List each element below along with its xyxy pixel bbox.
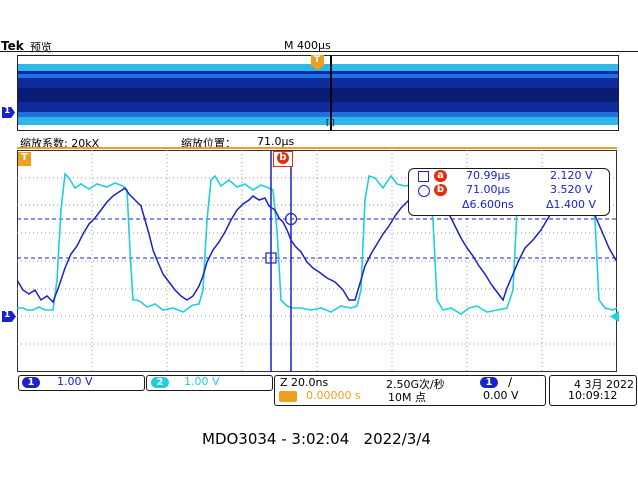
cursor-b-time: 71.00µs: [466, 183, 511, 196]
cursor-a-volt: 2.120 V: [550, 169, 593, 182]
ch2-status[interactable]: [146, 375, 273, 391]
ch1-waveform: [17, 186, 617, 304]
cursor-a-square: [265, 252, 277, 264]
trigger-offset: 0.00000 s: [306, 389, 361, 402]
ch2-scale: 1.00 V: [184, 375, 220, 388]
ch1-right-arrow: [610, 311, 619, 322]
top-divider: [0, 51, 638, 52]
date-display: 4 3月 2022: [574, 378, 634, 391]
trigger-level: 0.00 V: [483, 389, 519, 402]
ch1-scale: 1.00 V: [57, 375, 93, 388]
zoom-timebase: Z 20.0ns: [280, 376, 329, 389]
cursor-a-square-icon: [418, 171, 429, 182]
datetime-status: [549, 375, 637, 406]
sample-rate: 2.50G次/秒: [386, 378, 445, 391]
overview-window-line: [330, 56, 332, 130]
cursor-b-circle: [284, 212, 298, 226]
cursor-delta-volt: Δ1.400 V: [546, 198, 597, 211]
zoom-position-label: 缩放位置：: [181, 137, 236, 150]
cursor-b-marker-badge: b: [277, 152, 289, 164]
cursor-a-time: 70.99µs: [466, 169, 511, 182]
horizontal-status[interactable]: [274, 375, 546, 406]
overview-ch1-marker[interactable]: [2, 107, 15, 118]
timebase-label: M 400µs: [284, 39, 331, 52]
time-display: 10:09:12: [568, 389, 618, 402]
cursor-delta-time: Δ6.600ns: [462, 198, 514, 211]
ch1-status[interactable]: [18, 375, 145, 391]
cursor-a-badge: a: [434, 170, 447, 182]
zoom-position-value: 71.0µs: [257, 135, 295, 148]
screenshot-caption: MDO3034 - 3:02:04 2022/3/4: [202, 430, 431, 448]
overview-waveform-band: [18, 64, 618, 125]
ch2-status-badge: 2: [151, 377, 169, 388]
ch1-status-badge: 1: [22, 377, 40, 388]
trigger-source-badge: 1: [480, 377, 498, 388]
trigger-slope-icon: ∕: [508, 375, 513, 389]
trigger-marker-label: T: [21, 152, 28, 163]
ch1-ground-label: 1: [4, 310, 11, 320]
trigger-marker[interactable]: [18, 152, 31, 166]
cursor-b-circle-icon: [418, 185, 430, 197]
record-length: 10M 点: [388, 391, 426, 404]
mode-label: 预览: [30, 41, 52, 54]
cursor-b-volt: 3.520 V: [550, 183, 593, 196]
brand-logo: Tek: [1, 39, 24, 53]
overview-window-marker: [ ]: [326, 118, 335, 127]
overview-trigger-label: T: [314, 55, 321, 65]
overview-trigger-marker[interactable]: [311, 55, 324, 70]
trigger-offset-icon: [279, 391, 297, 402]
overview-ch1-label: 1: [4, 106, 11, 116]
ch1-ground-marker[interactable]: [2, 311, 16, 322]
zoom-region-bar: [17, 147, 617, 149]
cursor-b-badge: b: [434, 184, 447, 196]
zoom-factor: 缩放系数: 20kX: [20, 137, 100, 150]
